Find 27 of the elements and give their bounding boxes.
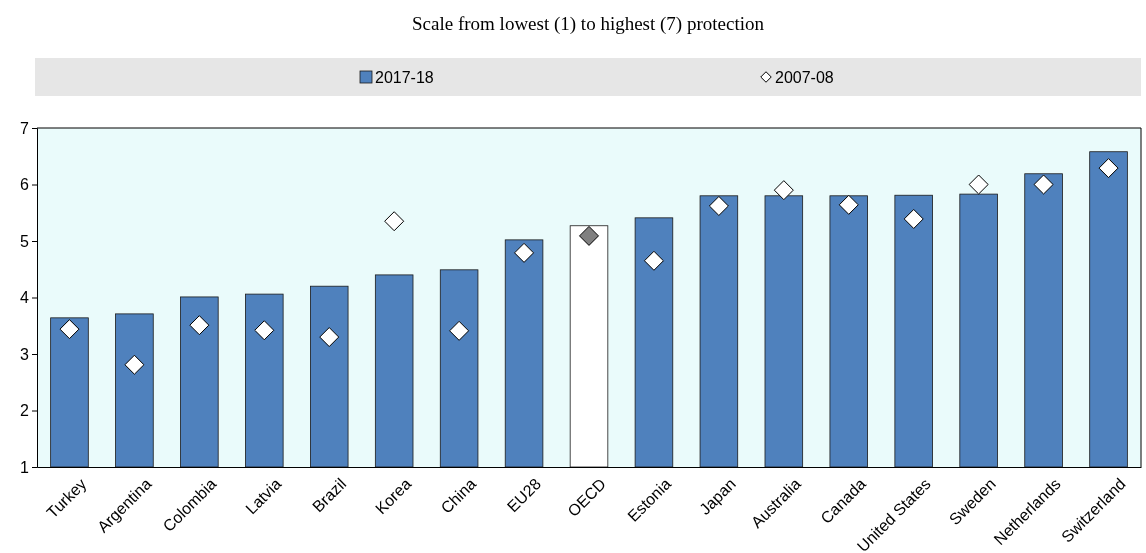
y-tick-label: 4	[20, 289, 30, 307]
chart-title: Scale from lowest (1) to highest (7) protection	[412, 13, 765, 35]
point	[1098, 158, 1119, 179]
point	[643, 250, 664, 271]
point	[1033, 174, 1054, 195]
legend-label: 2017-18	[375, 69, 434, 86]
point	[189, 315, 210, 336]
point	[254, 320, 275, 341]
point	[384, 211, 405, 232]
y-tick-label: 3	[20, 345, 30, 363]
point	[124, 354, 145, 375]
y-tick-label: 7	[20, 119, 30, 137]
point	[903, 208, 924, 229]
point	[838, 194, 859, 215]
point	[708, 195, 729, 216]
legend-label: 2007-08	[775, 69, 834, 86]
point	[514, 242, 535, 263]
point	[319, 327, 340, 348]
point	[579, 225, 599, 246]
point	[59, 319, 80, 340]
y-tick-label: 1	[20, 458, 30, 476]
y-tick-label: 6	[20, 176, 30, 194]
point	[773, 180, 794, 201]
y-tick-label: 2	[20, 402, 30, 420]
point	[449, 320, 470, 341]
y-tick-label: 5	[20, 232, 30, 250]
point	[968, 174, 989, 195]
